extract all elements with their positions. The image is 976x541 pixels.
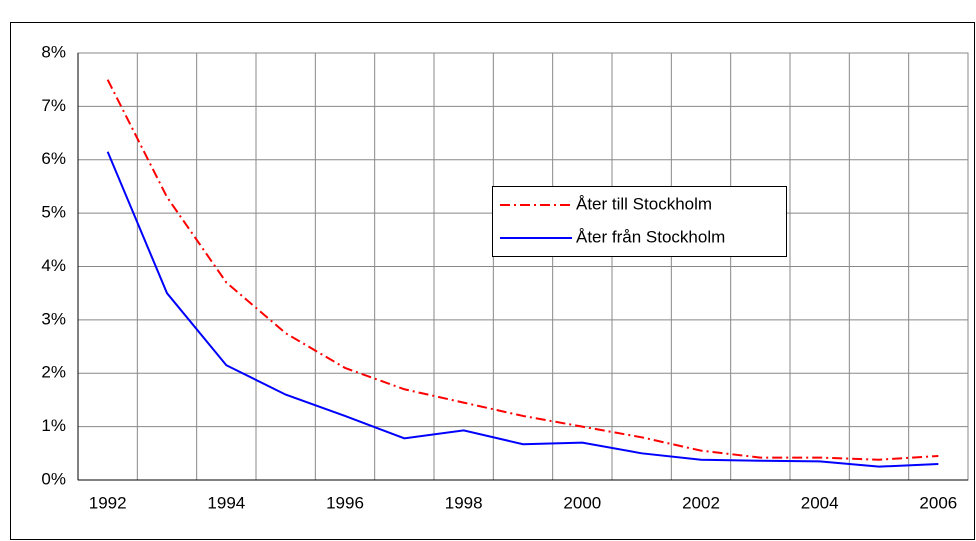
y-tick-label: 5% [41, 203, 66, 222]
x-tick-label: 2000 [563, 493, 601, 512]
y-tick-label: 1% [41, 416, 66, 435]
x-tick-label: 1992 [89, 493, 127, 512]
x-tick-label: 1994 [207, 493, 245, 512]
chart-frame [10, 22, 975, 540]
x-tick-label: 2002 [682, 493, 720, 512]
legend-label: Åter från Stockholm [576, 227, 725, 246]
y-tick-label: 3% [41, 309, 66, 328]
y-tick-label: 2% [41, 363, 66, 382]
x-tick-label: 2006 [919, 493, 957, 512]
x-tick-label: 1998 [445, 493, 483, 512]
x-tick-label: 1996 [326, 493, 364, 512]
series-line [106, 79, 939, 461]
legend-label: Åter till Stockholm [576, 194, 712, 213]
y-tick-label: 8% [41, 42, 66, 61]
legend-box [492, 186, 787, 257]
series-line [106, 151, 939, 468]
y-tick-label: 0% [41, 469, 66, 488]
y-tick-label: 6% [41, 149, 66, 168]
y-tick-label: 4% [41, 256, 66, 275]
y-tick-label: 7% [41, 96, 66, 115]
x-tick-label: 2004 [801, 493, 839, 512]
